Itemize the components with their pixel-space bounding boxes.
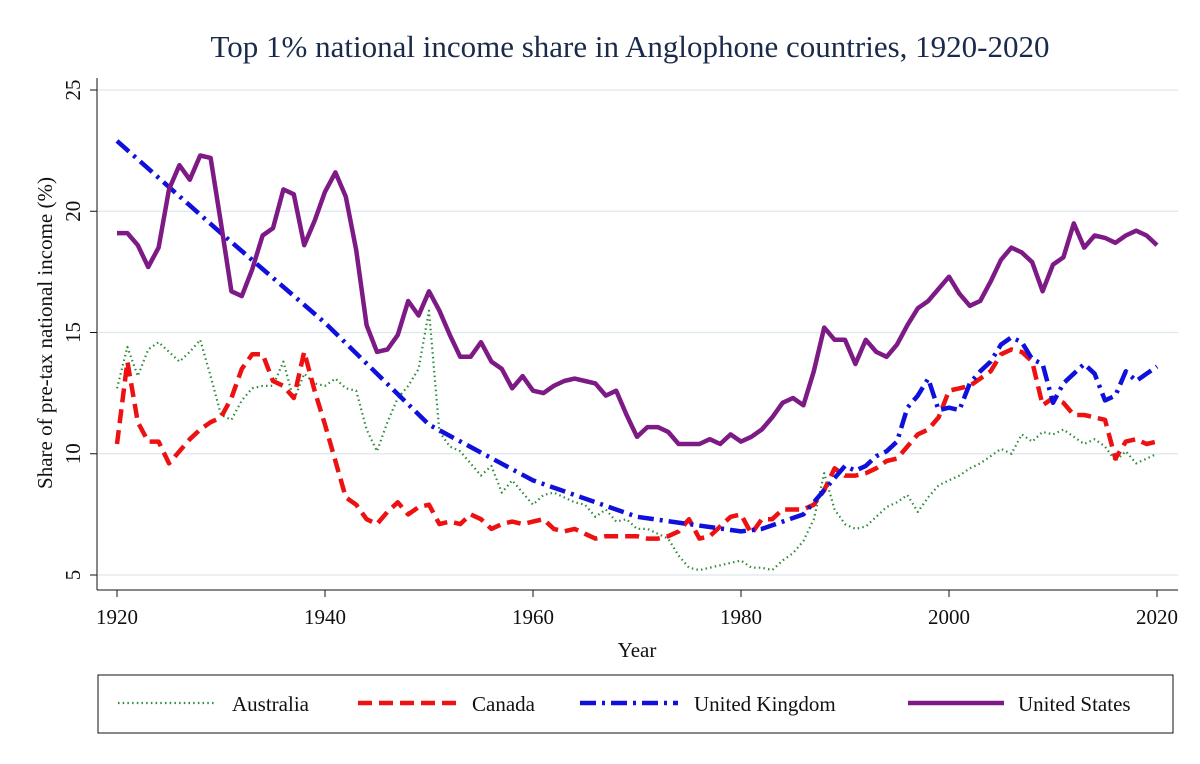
series-lines <box>114 139 1159 572</box>
series-line-united-kingdom <box>115 139 1159 534</box>
legend-label-united-states: United States <box>1018 692 1131 716</box>
x-axis-label: Year <box>618 638 657 662</box>
series-line-canada <box>114 347 1158 541</box>
series-line-australia <box>115 309 1158 572</box>
legend-label-united-kingdom: United Kingdom <box>694 692 836 716</box>
x-tick-label-2000: 2000 <box>928 605 970 629</box>
y-tick-label-5: 5 <box>61 570 85 581</box>
y-tick-label-15: 15 <box>61 322 85 343</box>
legend-label-canada: Canada <box>472 692 536 716</box>
axes <box>96 78 1178 591</box>
legend-label-australia: Australia <box>232 692 310 716</box>
series-line-united-states <box>117 153 1159 447</box>
x-tick-label-1940: 1940 <box>304 605 346 629</box>
tick-labels: 5 10 15 20 25 1920 1940 1960 1980 2000 2020 <box>61 80 1178 630</box>
legend-box <box>97 674 1174 734</box>
y-tick-label-10: 10 <box>61 443 85 464</box>
y-tick-label-20: 20 <box>61 201 85 222</box>
x-tick-label-1980: 1980 <box>720 605 762 629</box>
x-tick-label-1920: 1920 <box>96 605 138 629</box>
y-tick-label-25: 25 <box>61 80 85 101</box>
x-tick-label-2020: 2020 <box>1136 605 1178 629</box>
y-axis-label: Share of pre-tax national income (%) <box>33 177 57 489</box>
x-tick-label-1960: 1960 <box>512 605 554 629</box>
legend: Australia Canada United Kingdom United Stat… <box>118 692 1131 716</box>
chart-title: Top 1% national income share in Anglopho… <box>211 29 1050 64</box>
